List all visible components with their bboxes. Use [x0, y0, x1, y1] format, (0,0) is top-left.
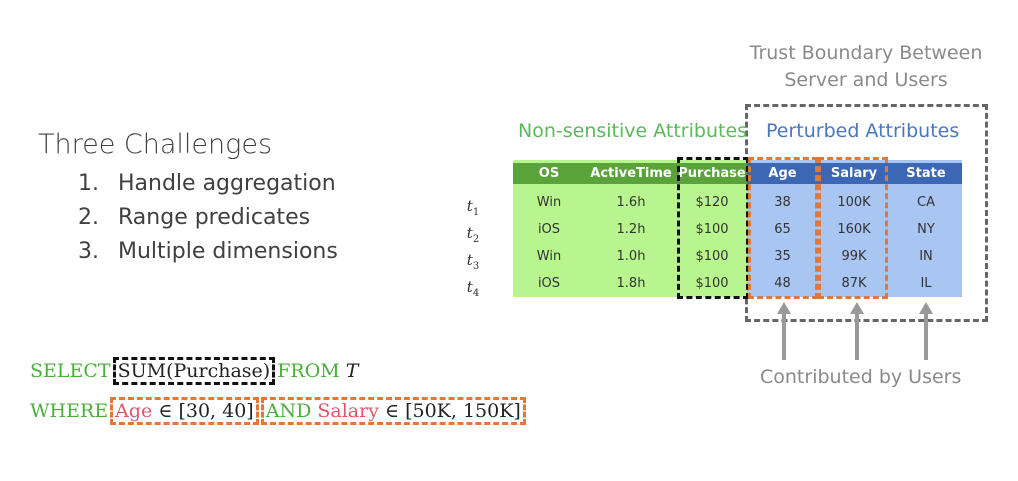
sql-salary-attribute: Salary: [317, 400, 379, 422]
table-cell: 1.2h: [616, 222, 646, 237]
arrow-up-icon: [777, 302, 791, 314]
challenge-text: Handle aggregation: [118, 171, 336, 196]
table-cell: 87K: [841, 276, 867, 291]
row-label-sub: 3: [472, 261, 480, 272]
sql-table-name: T: [345, 360, 359, 382]
trust-boundary-label: Trust Boundary Between Server and Users: [735, 40, 997, 94]
sql-select-keyword: SELECT: [30, 360, 111, 382]
header-os: OS: [513, 163, 585, 184]
table-cell: $100: [695, 276, 729, 291]
contributed-by-users-label: Contributed by Users: [760, 366, 962, 388]
table-cell: 160K: [837, 222, 871, 237]
table-cell: $100: [695, 249, 729, 264]
table-cell: NY: [917, 222, 935, 237]
perturbed-attributes-label: Perturbed Attributes: [766, 120, 960, 142]
row-label-sub: 4: [472, 288, 480, 299]
table-cell: 1.8h: [616, 276, 646, 291]
row-label-sub: 2: [472, 234, 480, 245]
table-cell: $100: [695, 222, 729, 237]
challenge-item: 2. Range predicates: [78, 205, 310, 230]
sql-where-line: WHERE Age ∈ [30, 40] AND Salary ∈ [50K, 15…: [30, 397, 526, 425]
table-cell: 1.6h: [616, 195, 646, 210]
table-cell: IN: [919, 249, 933, 264]
challenge-item: 1. Handle aggregation: [78, 171, 336, 196]
row-label-sub: 1: [472, 207, 480, 218]
row-label: t4: [458, 278, 488, 299]
sql-where-keyword: WHERE: [30, 400, 109, 422]
arrow-up-icon: [919, 302, 933, 314]
table-cell: IL: [920, 276, 932, 291]
age-column-highlight: [748, 157, 818, 299]
row-label: t3: [458, 251, 488, 272]
table-cell: 100K: [837, 195, 871, 210]
salary-predicate-box: AND Salary ∈ [50K, 150K]: [260, 397, 526, 425]
row-label: t1: [458, 197, 488, 218]
arrow-up-icon: [850, 302, 864, 314]
sql-and-keyword: AND: [265, 400, 312, 422]
sql-from-keyword: FROM: [277, 360, 340, 382]
table-cell: 1.0h: [616, 249, 646, 264]
header-state: State: [890, 163, 962, 184]
row-label-base: t: [466, 251, 473, 269]
table-cell: iOS: [537, 222, 561, 237]
table-cell: 35: [774, 249, 791, 264]
challenge-number: 1.: [78, 171, 99, 196]
header-activetime: ActiveTime: [585, 163, 677, 184]
table-cell: 48: [774, 276, 791, 291]
challenge-text: Multiple dimensions: [118, 239, 338, 264]
arrow-shaft: [924, 312, 928, 360]
challenge-number: 3.: [78, 239, 99, 264]
table-cell: 65: [774, 222, 791, 237]
table-cell: $120: [695, 195, 729, 210]
header-age: Age: [747, 163, 818, 184]
sql-age-range: ∈ [30, 40]: [158, 400, 254, 422]
purchase-column-highlight: [677, 157, 749, 299]
header-purchase: Purchase: [677, 163, 747, 184]
sql-aggregation: SUM(Purchase): [112, 357, 276, 385]
sql-select-line: SELECT SUM(Purchase) FROM T: [30, 357, 358, 385]
table-cell: CA: [917, 195, 935, 210]
non-sensitive-attributes-label: Non-sensitive Attributes: [518, 120, 748, 142]
row-label-base: t: [466, 197, 473, 215]
table-cell: 38: [774, 195, 791, 210]
challenges-title: Three Challenges: [38, 129, 273, 160]
arrow-shaft: [782, 312, 786, 360]
salary-column-highlight: [818, 157, 888, 299]
sql-age-attribute: Age: [115, 400, 153, 422]
sql-salary-range: ∈ [50K, 150K]: [384, 400, 521, 422]
table-cell: 99K: [841, 249, 867, 264]
table-cell: Win: [536, 195, 562, 210]
row-label-base: t: [466, 278, 473, 296]
table-cell: Win: [536, 249, 562, 264]
age-predicate-box: Age ∈ [30, 40]: [110, 397, 259, 425]
trust-boundary-line1: Trust Boundary Between: [749, 42, 983, 64]
challenge-item: 3. Multiple dimensions: [78, 239, 338, 264]
arrow-shaft: [855, 312, 859, 360]
challenge-text: Range predicates: [118, 205, 311, 230]
header-salary: Salary: [818, 163, 890, 184]
challenge-number: 2.: [78, 205, 99, 230]
trust-boundary-line2: Server and Users: [784, 69, 948, 91]
row-label: t2: [458, 224, 488, 245]
table-cell: iOS: [537, 276, 561, 291]
row-label-base: t: [466, 224, 473, 242]
